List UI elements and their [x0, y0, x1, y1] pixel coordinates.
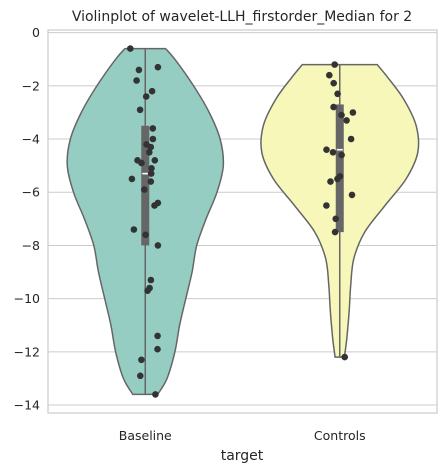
y-tick-label: −14: [14, 398, 40, 413]
y-tick-label: −4: [22, 132, 40, 147]
data-point: [329, 149, 337, 156]
data-point: [348, 191, 356, 199]
data-point: [154, 63, 162, 71]
data-point: [154, 242, 162, 249]
data-point: [154, 345, 161, 353]
data-point: [147, 170, 155, 177]
data-point: [147, 143, 155, 151]
x-axis-label: target: [221, 448, 264, 464]
plot-frame: [47, 29, 438, 414]
data-point: [332, 215, 340, 223]
data-point: [148, 165, 155, 172]
data-point: [133, 77, 140, 84]
data-point: [323, 146, 330, 153]
y-tick-label: −8: [22, 238, 40, 253]
data-point: [341, 353, 349, 361]
data-point: [331, 61, 339, 68]
data-point: [347, 135, 355, 143]
y-tick-label: −6: [22, 185, 40, 200]
data-point: [137, 372, 144, 380]
data-point: [334, 175, 341, 183]
data-point: [330, 79, 338, 87]
violin-iqr-box: [141, 125, 150, 246]
tick-layer: 0 −2 −4 −6 −8 −10 −12 −14 Baseline Controls: [14, 25, 366, 443]
data-point: [330, 103, 337, 111]
data-point: [127, 45, 134, 52]
data-point: [148, 87, 156, 95]
data-point: [349, 109, 357, 116]
data-point: [331, 228, 339, 236]
data-point: [130, 226, 138, 233]
data-point: [326, 71, 333, 79]
data-point: [334, 90, 341, 98]
violin-iqr-box: [335, 104, 344, 233]
y-tick-label: 0: [32, 25, 40, 40]
data-point: [144, 287, 151, 295]
data-point: [343, 117, 350, 124]
data-point: [128, 175, 136, 183]
data-point: [152, 391, 159, 398]
data-point: [154, 332, 161, 340]
data-point: [136, 106, 144, 114]
violin-layer: [66, 45, 420, 398]
data-point: [142, 231, 149, 239]
data-point: [151, 202, 158, 209]
data-point: [323, 202, 330, 209]
data-point: [142, 93, 150, 100]
data-point: [138, 356, 145, 364]
data-point: [338, 111, 345, 119]
x-tick-label: Controls: [314, 428, 366, 443]
data-point: [149, 125, 157, 132]
data-point: [327, 178, 334, 185]
x-tick-label: Baseline: [119, 428, 172, 443]
data-point: [151, 157, 159, 164]
y-tick-label: −12: [14, 344, 40, 359]
data-point: [149, 135, 157, 143]
data-point: [135, 66, 143, 74]
data-point: [141, 186, 148, 193]
data-point: [138, 159, 145, 167]
data-point: [338, 151, 345, 159]
data-point: [146, 149, 153, 156]
y-tick-label: −10: [14, 291, 40, 306]
data-point: [147, 276, 155, 284]
y-tick-label: −2: [22, 78, 40, 93]
chart-title: Violinplot of wavelet-LLH_firstorder_Med…: [72, 9, 412, 25]
data-point: [147, 178, 155, 185]
